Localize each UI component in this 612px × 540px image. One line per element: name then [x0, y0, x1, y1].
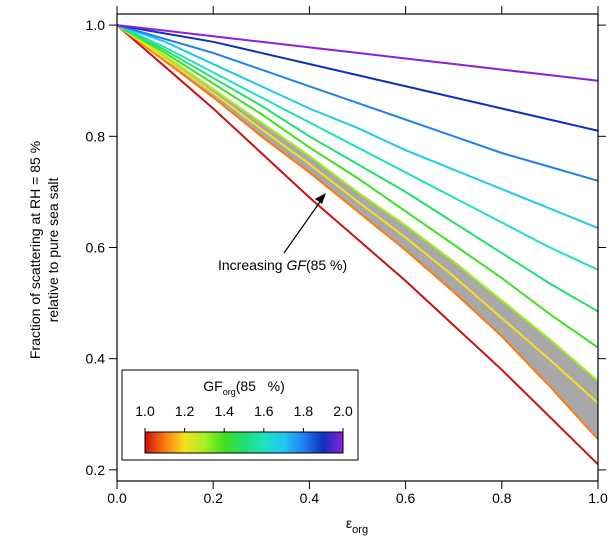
- x-tick-label: 1.0: [588, 490, 608, 506]
- annotation-text: GF: [286, 257, 307, 273]
- series-line: [116, 24, 599, 349]
- colorbar: 1.0 1.2 1.4 1.6 1.8 2.0: [135, 403, 353, 454]
- colorbar-tick-label: 1.4: [214, 403, 234, 419]
- y-tick-label: 0.6: [86, 240, 106, 256]
- y-tick-label: 0.8: [86, 128, 106, 144]
- colorbar-title-main: GF: [203, 378, 222, 394]
- series-line: [116, 24, 599, 271]
- y-tick-label: 0.2: [86, 462, 106, 478]
- series-line: [116, 24, 599, 382]
- annotation-arrow: [283, 198, 323, 254]
- series-line: [116, 24, 599, 182]
- x-tick-label: 0.6: [396, 490, 416, 506]
- colorbar-tick-label: 1.8: [294, 403, 314, 419]
- x-tick-label: 0.4: [300, 490, 320, 506]
- x-tick-label: 0.0: [107, 490, 127, 506]
- colorbar-tick-label: 1.6: [254, 403, 274, 419]
- series-line: [116, 24, 599, 313]
- colorbar-title-sub: org: [223, 387, 236, 397]
- y-axis-label: Fraction of scattering at RH = 85 %: [27, 141, 43, 359]
- y-axis-label: relative to pure sea salt: [45, 178, 61, 323]
- x-axis-label-sub: org: [352, 524, 368, 536]
- colorbar-tick-label: 1.0: [135, 403, 155, 419]
- series-line: [116, 24, 599, 132]
- annotation-text: (85 %): [306, 257, 347, 273]
- y-tick-label: 1.0: [86, 17, 106, 33]
- annotation-text: Increasing: [218, 257, 286, 273]
- annotation-arrowhead: [315, 193, 326, 204]
- plot-area: [116, 24, 599, 466]
- series-line: [116, 24, 599, 229]
- series-line: [116, 24, 599, 466]
- series-line: [116, 24, 599, 404]
- x-tick-label: 0.2: [203, 490, 223, 506]
- annotation: Increasing GF(85 %): [218, 257, 347, 273]
- series-line: [116, 24, 599, 440]
- series-line: [116, 24, 599, 82]
- x-tick-label: 0.8: [492, 490, 512, 506]
- colorbar-tick-label: 1.2: [175, 403, 195, 419]
- colorbar-scale: [144, 431, 344, 454]
- colorbar-title: GForg(85 %): [203, 378, 284, 397]
- x-axis-label-main: ε: [346, 515, 352, 531]
- colorbar-tick-label: 2.0: [333, 403, 353, 419]
- y-tick-label: 0.4: [86, 351, 106, 367]
- colorbar-title-rest: (85 %): [236, 378, 285, 394]
- x-axis-label: εorg: [346, 515, 368, 536]
